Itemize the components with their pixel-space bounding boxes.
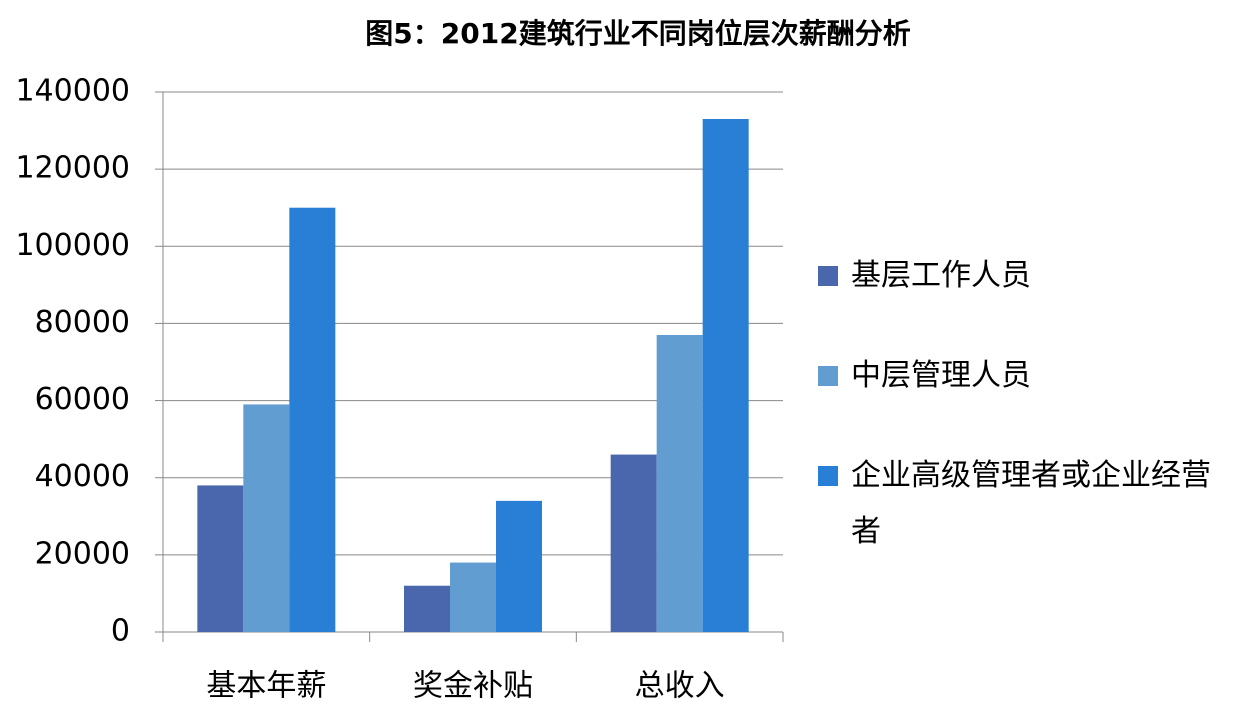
- x-tick-label: 基本年薪: [206, 669, 326, 704]
- bar: [702, 119, 749, 632]
- chart-title: 图5：2012建筑行业不同岗位层次薪酬分析: [365, 17, 910, 50]
- bar: [289, 207, 336, 632]
- legend-item: 企业高级管理者或企业经营者: [818, 448, 1228, 560]
- y-tick-label: 120000: [15, 151, 130, 186]
- y-tick-label: 100000: [15, 228, 130, 263]
- x-tick-label: 奖金补贴: [413, 669, 533, 704]
- y-tick-label: 0: [111, 614, 130, 649]
- legend-swatch: [818, 366, 838, 386]
- legend-item: 基层工作人员: [818, 248, 1228, 304]
- bar: [610, 454, 657, 632]
- y-tick-label: 60000: [35, 382, 130, 417]
- legend-item: 中层管理人员: [818, 348, 1228, 404]
- y-tick-label: 80000: [35, 305, 130, 340]
- legend-label: 企业高级管理者或企业经营者: [851, 458, 1211, 549]
- bar: [197, 485, 244, 632]
- legend-swatch: [818, 466, 838, 486]
- legend-swatch: [818, 266, 838, 286]
- y-tick-label: 40000: [35, 459, 130, 494]
- bar: [450, 562, 496, 632]
- y-tick-label: 20000: [35, 536, 130, 571]
- x-tick-label: 总收入: [635, 669, 725, 704]
- bar: [496, 500, 542, 632]
- legend: 基层工作人员 中层管理人员企业高级管理者或企业经营者: [818, 248, 1228, 604]
- bar: [404, 585, 450, 632]
- legend-label: 中层管理人员: [851, 358, 1031, 393]
- bar: [243, 404, 290, 632]
- y-tick-label: 140000: [15, 74, 130, 109]
- bar: [656, 335, 703, 632]
- legend-label: 基层工作人员: [851, 258, 1031, 293]
